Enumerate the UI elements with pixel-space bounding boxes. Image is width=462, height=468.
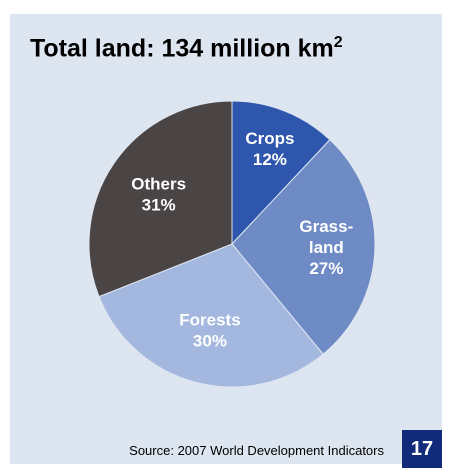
pie-label-grassland: Grass-land 27% bbox=[299, 217, 353, 278]
pie-label-forests: Forests 30% bbox=[179, 310, 240, 350]
pie-slice-forests bbox=[98, 243, 324, 388]
slide-panel: Total land: 134 million km2 Crops 12% Gras… bbox=[10, 14, 442, 468]
pie-slice-crops bbox=[231, 100, 331, 246]
pie-chart: Crops 12% Grass-land 27% Forests 30% Others 31% bbox=[88, 100, 376, 388]
chart-title: Total land: 134 million km2 bbox=[30, 34, 343, 63]
source-note: Source: 2007 World Development Indicator… bbox=[129, 443, 384, 458]
pie-slice-grassland bbox=[231, 139, 376, 355]
pie-slice-others bbox=[88, 100, 233, 298]
pie-label-others: Others 31% bbox=[131, 175, 186, 215]
title-superscript: 2 bbox=[333, 34, 343, 51]
pie-label-crops: Crops 12% bbox=[245, 129, 294, 169]
page-number-badge: 17 bbox=[402, 430, 442, 468]
title-text: Total land: 134 million km bbox=[30, 34, 334, 63]
